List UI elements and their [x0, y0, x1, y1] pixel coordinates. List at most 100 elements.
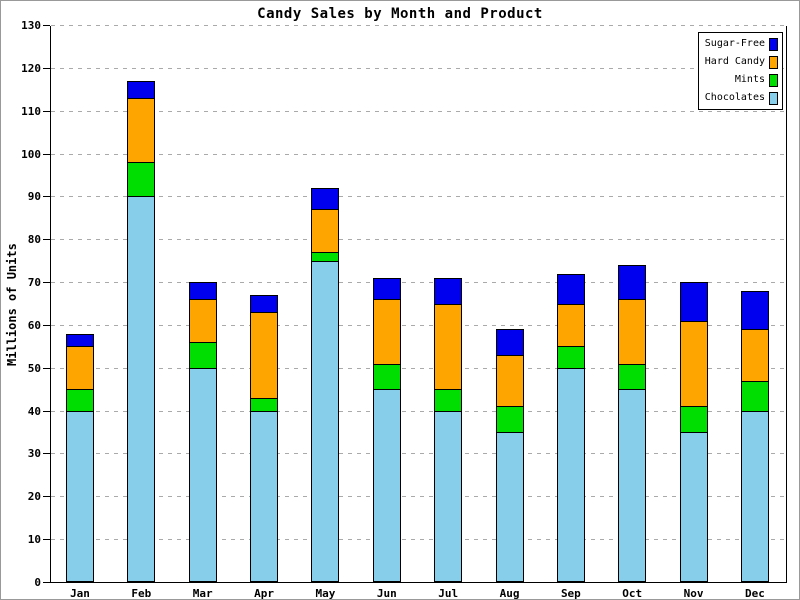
bar-segment-oct-sugar-free — [618, 264, 647, 301]
legend-label-mints: Mints — [734, 74, 765, 85]
bar-segment-jan-hard-candy — [66, 346, 94, 391]
bar-segment-feb-hard-candy — [127, 97, 156, 164]
bar-segment-sep-mints — [556, 346, 585, 369]
x-tick-label-aug: Aug — [499, 587, 520, 600]
gridline-y-110 — [51, 110, 786, 112]
bar-jun — [372, 277, 401, 582]
y-tick-label-80: 80 — [27, 233, 41, 247]
bar-segment-may-hard-candy — [311, 209, 340, 254]
bar-segment-sep-sugar-free — [556, 273, 585, 305]
gridline-y-10 — [51, 539, 786, 541]
y-tick-label-0: 0 — [34, 576, 41, 589]
bar-aug — [495, 329, 524, 582]
y-tick-90 — [43, 196, 50, 198]
y-tick-60 — [43, 324, 50, 326]
y-tick-120 — [43, 67, 50, 69]
x-tick-label-jan: Jan — [70, 587, 90, 600]
y-tick-10 — [43, 539, 50, 541]
bar-apr — [250, 294, 279, 582]
bar-mar — [188, 282, 217, 582]
bar-segment-mar-mints — [188, 342, 217, 369]
bar-segment-nov-sugar-free — [679, 282, 708, 322]
bar-segment-apr-hard-candy — [250, 312, 279, 399]
bar-segment-aug-sugar-free — [495, 329, 524, 356]
legend-label-chocolates: Chocolates — [704, 92, 765, 103]
y-tick-70 — [43, 282, 50, 284]
bar-segment-oct-hard-candy — [618, 299, 647, 365]
bar-segment-jun-sugar-free — [372, 277, 401, 301]
y-tick-40 — [43, 410, 50, 412]
x-tick-label-sep: Sep — [560, 587, 581, 600]
x-tick-label-may: May — [315, 587, 336, 600]
bar-segment-nov-chocolates — [679, 432, 708, 582]
gridline-y-50 — [51, 367, 786, 369]
bar-segment-apr-mints — [250, 397, 279, 412]
bar-segment-aug-hard-candy — [495, 354, 524, 408]
legend-row-mints: Mints — [699, 71, 782, 89]
bar-segment-oct-mints — [618, 363, 647, 391]
gridline-y-60 — [51, 324, 786, 326]
bar-dec — [740, 290, 769, 582]
bar-segment-jul-sugar-free — [434, 277, 463, 305]
y-tick-130 — [43, 25, 50, 26]
y-tick-label-20: 20 — [27, 490, 41, 504]
y-tick-80 — [43, 239, 50, 241]
bar-segment-dec-sugar-free — [740, 290, 769, 331]
bar-segment-jul-chocolates — [434, 410, 463, 582]
y-tick-label-130: 130 — [21, 19, 41, 32]
bar-feb — [127, 80, 156, 582]
x-tick-label-feb: Feb — [131, 587, 152, 600]
y-tick-label-70: 70 — [27, 276, 41, 290]
y-tick-30 — [43, 453, 50, 455]
legend-row-hard-candy: Hard Candy — [699, 53, 782, 71]
bar-oct — [618, 264, 647, 582]
bar-segment-jan-sugar-free — [66, 333, 94, 348]
x-tick-label-jun: Jun — [376, 587, 397, 600]
bar-sep — [556, 273, 585, 582]
chart-title: Candy Sales by Month and Product — [257, 6, 543, 22]
bar-segment-feb-mints — [127, 162, 156, 198]
y-tick-label-90: 90 — [27, 190, 41, 204]
legend-swatch-mints — [769, 73, 778, 87]
bar-segment-nov-hard-candy — [679, 320, 708, 408]
gridline-y-80 — [51, 239, 786, 241]
y-tick-label-30: 30 — [27, 447, 41, 461]
gridline-y-90 — [51, 196, 786, 198]
x-tick-label-nov: Nov — [683, 587, 704, 600]
bar-segment-oct-chocolates — [618, 389, 647, 582]
legend-row-sugar-free: Sugar-Free — [699, 35, 782, 53]
y-tick-50 — [43, 367, 50, 369]
legend-label-sugar-free: Sugar-Free — [704, 38, 765, 49]
bar-segment-jun-mints — [372, 363, 401, 391]
legend-swatch-chocolates — [769, 91, 778, 105]
legend-swatch-hard-candy — [769, 55, 778, 69]
bar-nov — [679, 282, 708, 582]
y-tick-label-10: 10 — [27, 533, 41, 547]
y-tick-0 — [43, 582, 50, 583]
y-tick-110 — [43, 110, 50, 112]
gridline-y-20 — [51, 496, 786, 498]
bar-segment-jul-hard-candy — [434, 303, 463, 391]
y-tick-label-120: 120 — [21, 61, 41, 75]
bar-segment-aug-mints — [495, 406, 524, 434]
legend: Sugar-Free Hard Candy Mints Chocolates — [698, 32, 783, 110]
bar-segment-dec-mints — [740, 380, 769, 412]
x-tick-label-mar: Mar — [192, 587, 213, 600]
gridline-y-130 — [51, 25, 786, 26]
y-tick-100 — [43, 153, 50, 155]
bar-segment-nov-mints — [679, 406, 708, 434]
legend-swatch-sugar-free — [769, 37, 778, 51]
bar-segment-may-chocolates — [311, 260, 340, 582]
y-tick-20 — [43, 496, 50, 498]
gridline-y-70 — [51, 282, 786, 284]
y-tick-label-110: 110 — [21, 104, 41, 118]
bar-segment-dec-chocolates — [740, 410, 769, 582]
y-tick-label-50: 50 — [27, 361, 41, 375]
bar-segment-mar-hard-candy — [188, 299, 217, 344]
y-tick-label-40: 40 — [27, 404, 41, 418]
bar-segment-jan-mints — [66, 389, 94, 412]
bar-segment-jul-mints — [434, 389, 463, 412]
y-tick-label-100: 100 — [21, 147, 41, 161]
y-tick-label-60: 60 — [27, 318, 41, 332]
